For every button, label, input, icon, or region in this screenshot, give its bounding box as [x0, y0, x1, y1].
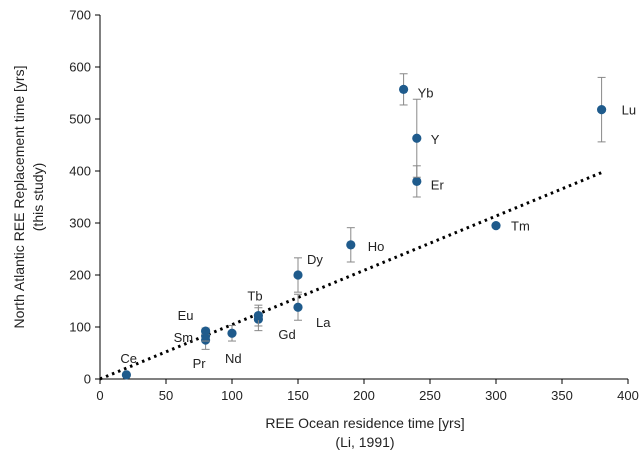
y-axis-title-line2: (this study)	[30, 163, 46, 231]
y-tick-label: 0	[84, 372, 91, 387]
x-axis-title-line1: REE Ocean residence time [yrs]	[265, 415, 464, 431]
data-point-tm	[491, 221, 501, 231]
point-label-tm: Tm	[511, 219, 530, 234]
y-tick-label: 700	[69, 8, 91, 23]
data-point-tb	[253, 310, 263, 321]
y-tick-label: 100	[69, 320, 91, 335]
data-point-ho	[346, 240, 356, 250]
point-label-gd: Gd	[278, 327, 295, 342]
point-label-eu: Eu	[178, 308, 194, 323]
y-axis-title-line1: North Atlantic REE Replacement time [yrs…	[11, 66, 27, 329]
y-tick-label: 200	[69, 268, 91, 283]
data-point-la	[293, 302, 303, 312]
point-label-nd: Nd	[225, 351, 242, 366]
point-label-y: Y	[431, 132, 440, 147]
y-tick-label: 600	[69, 60, 91, 75]
trendline	[99, 171, 603, 381]
point-label-ho: Ho	[368, 239, 385, 254]
point-label-dy: Dy	[307, 252, 323, 267]
x-tick-label: 50	[159, 388, 173, 403]
x-tick-label: 200	[353, 388, 375, 403]
x-tick-label: 350	[551, 388, 573, 403]
point-label-yb: Yb	[418, 85, 434, 100]
point-label-sm: Sm	[174, 330, 194, 345]
data-point-ce	[121, 370, 131, 380]
data-point-dy	[293, 270, 303, 280]
point-label-ce: Ce	[120, 351, 137, 366]
x-tick-label: 400	[617, 388, 639, 403]
data-point-y	[412, 133, 422, 143]
x-tick-label: 300	[485, 388, 507, 403]
point-label-la: La	[316, 315, 331, 330]
point-label-er: Er	[431, 177, 445, 192]
data-point-yb	[399, 84, 409, 94]
y-tick-label: 300	[69, 216, 91, 231]
x-tick-label: 150	[287, 388, 309, 403]
point-label-tb: Tb	[247, 289, 262, 304]
x-tick-label: 100	[221, 388, 243, 403]
point-label-pr: Pr	[193, 356, 207, 371]
data-point-eu	[201, 326, 211, 336]
y-tick-label: 500	[69, 112, 91, 127]
x-axis-title-line2: (Li, 1991)	[335, 434, 394, 450]
data-point-nd	[227, 328, 237, 338]
x-tick-label: 0	[96, 388, 103, 403]
x-tick-label: 250	[419, 388, 441, 403]
data-point-er	[412, 176, 422, 186]
point-label-lu: Lu	[622, 103, 636, 118]
y-tick-label: 400	[69, 164, 91, 179]
data-point-lu	[597, 105, 607, 115]
